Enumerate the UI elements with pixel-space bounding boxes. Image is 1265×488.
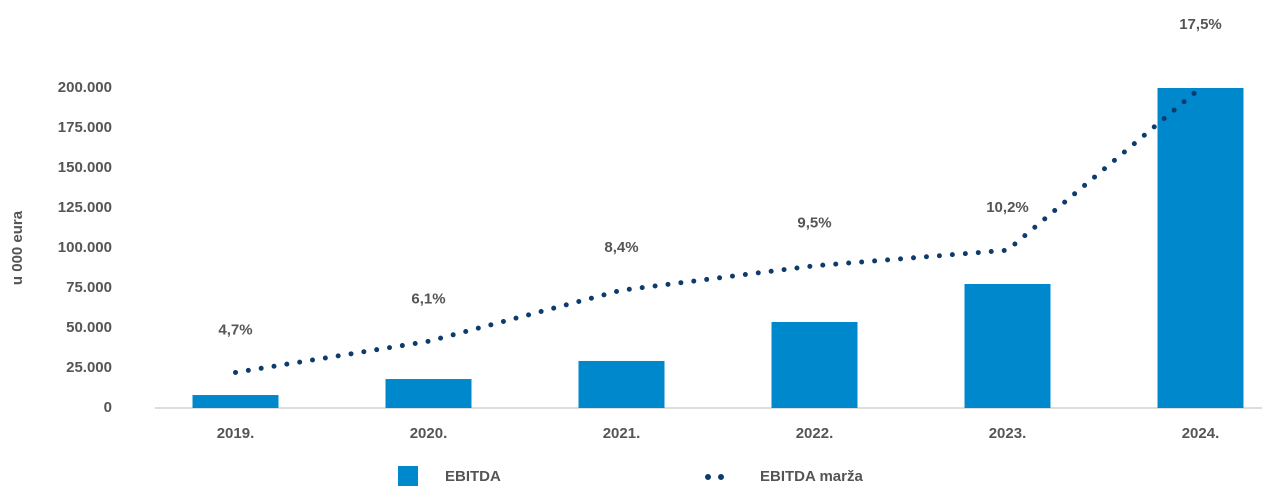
bar	[385, 379, 472, 408]
x-tick-label: 2020.	[410, 425, 448, 442]
y-tick-label: 25.000	[66, 359, 112, 376]
data-label: 17,5%	[1179, 16, 1222, 33]
data-label: 4,7%	[218, 321, 252, 338]
data-label: 9,5%	[797, 215, 831, 232]
y-tick-label: 75.000	[66, 279, 112, 296]
y-tick-label: 175.000	[58, 119, 112, 136]
margin-line	[233, 85, 1203, 375]
y-axis-label: u 000 eura	[9, 210, 26, 285]
x-tick-label: 2021.	[603, 425, 641, 442]
y-tick-label: 200.000	[58, 79, 112, 96]
legend-label: EBITDA marža	[760, 468, 863, 485]
bar	[1157, 88, 1244, 408]
data-label: 10,2%	[986, 199, 1029, 216]
bar	[964, 284, 1051, 408]
y-tick-label: 100.000	[58, 239, 112, 256]
y-tick-label: 125.000	[58, 199, 112, 216]
x-tick-label: 2019.	[217, 425, 255, 442]
legend-swatch	[398, 466, 418, 486]
y-tick-label: 50.000	[66, 319, 112, 336]
y-tick-label: 150.000	[58, 159, 112, 176]
bar	[578, 360, 665, 408]
bar	[192, 395, 279, 408]
bar	[771, 322, 858, 408]
data-label: 6,1%	[411, 290, 445, 307]
legend-label: EBITDA	[445, 468, 501, 485]
x-tick-label: 2024.	[1182, 425, 1220, 442]
data-label: 8,4%	[604, 239, 638, 256]
y-tick-label: 0	[104, 399, 112, 416]
x-tick-label: 2022.	[796, 425, 834, 442]
x-tick-label: 2023.	[989, 425, 1027, 442]
